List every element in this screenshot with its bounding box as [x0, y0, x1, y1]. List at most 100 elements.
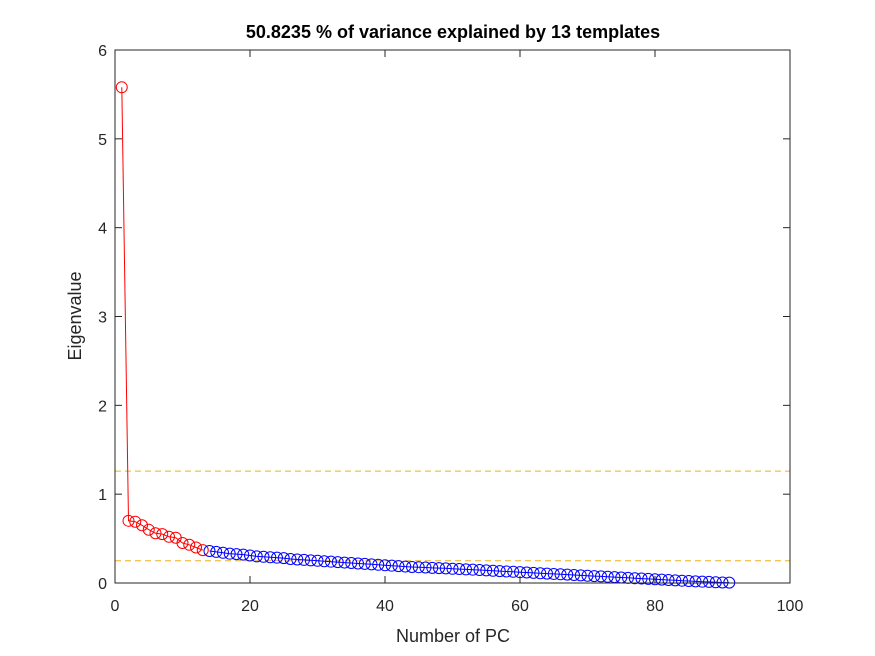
data-point — [237, 548, 250, 561]
data-point — [568, 569, 580, 582]
data-point — [466, 563, 479, 576]
data-point — [223, 547, 236, 560]
data-point — [399, 560, 412, 573]
x-tick-label: 20 — [241, 598, 259, 615]
data-point — [196, 544, 209, 557]
y-tick-label: 0 — [98, 576, 107, 593]
data-point — [655, 573, 668, 586]
data-point — [115, 81, 128, 94]
data-point — [250, 550, 263, 563]
data-point — [439, 562, 452, 575]
y-tick-label: 6 — [98, 43, 107, 60]
y-tick-label: 4 — [98, 221, 107, 238]
y-tick-label: 2 — [98, 398, 107, 415]
data-point — [696, 575, 709, 588]
data-point — [365, 558, 378, 571]
data-point — [426, 561, 439, 574]
y-tick-label: 5 — [98, 132, 107, 149]
x-tick-label: 0 — [111, 598, 120, 615]
data-point — [628, 572, 641, 585]
data-point — [183, 538, 196, 551]
data-point — [527, 566, 540, 579]
series-selected — [115, 81, 209, 557]
data-point — [642, 572, 655, 585]
data-point — [358, 557, 371, 570]
data-point — [406, 561, 418, 574]
data-point — [257, 550, 270, 563]
data-point — [480, 564, 493, 577]
data-point — [163, 530, 175, 543]
y-tick-label: 3 — [98, 310, 107, 327]
data-point — [264, 551, 277, 564]
data-point — [601, 570, 614, 583]
data-point — [541, 567, 553, 580]
x-tick-label: 100 — [777, 598, 804, 615]
data-point — [217, 546, 229, 559]
data-point — [588, 570, 601, 583]
data-point — [271, 551, 283, 564]
data-point — [325, 555, 337, 568]
data-point — [372, 558, 385, 571]
data-point — [446, 562, 459, 575]
data-point — [244, 549, 256, 562]
data-point — [136, 519, 148, 532]
data-point — [554, 568, 567, 581]
data-point — [352, 557, 364, 570]
y-tick-label: 1 — [98, 487, 107, 504]
data-point — [669, 574, 682, 587]
x-tick-label: 80 — [646, 598, 664, 615]
chart-title: 50.8235 % of variance explained by 13 te… — [246, 22, 660, 42]
data-point — [230, 548, 243, 561]
data-point — [392, 560, 405, 573]
data-point — [453, 563, 466, 576]
series-line — [121, 87, 203, 551]
x-tick-label: 40 — [376, 598, 394, 615]
data-point — [534, 567, 547, 580]
data-point — [595, 570, 607, 583]
data-point — [460, 563, 472, 576]
data-point — [190, 541, 202, 554]
data-point — [203, 545, 216, 558]
data-point — [345, 557, 358, 570]
data-point — [304, 554, 317, 567]
data-point — [210, 545, 223, 558]
data-point — [709, 576, 722, 589]
data-point — [662, 573, 675, 586]
data-point — [500, 565, 513, 578]
data-point — [689, 575, 702, 588]
data-point — [338, 556, 351, 569]
data-point — [493, 565, 506, 578]
data-point — [331, 556, 344, 569]
data-point — [379, 559, 391, 572]
data-point — [176, 537, 189, 550]
data-point — [122, 514, 135, 527]
data-point — [433, 562, 445, 575]
data-point — [507, 565, 520, 578]
data-point — [129, 515, 142, 528]
data-point — [547, 567, 560, 580]
data-point — [487, 564, 499, 577]
data-point — [318, 555, 331, 568]
data-point — [311, 554, 324, 567]
x-tick-label: 60 — [511, 598, 529, 615]
data-point — [520, 566, 533, 579]
data-point — [142, 523, 155, 536]
data-point — [649, 573, 661, 586]
data-point — [156, 528, 169, 541]
data-point — [561, 568, 574, 581]
data-point — [703, 575, 715, 588]
data-point — [385, 559, 398, 572]
data-point — [419, 561, 432, 574]
data-point — [298, 553, 310, 566]
plot-area — [115, 50, 790, 583]
series-remaining — [203, 545, 736, 589]
data-point — [716, 576, 729, 589]
data-point — [676, 574, 688, 587]
data-point — [284, 553, 297, 566]
y-axis-label: Eigenvalue — [65, 271, 85, 360]
data-point — [412, 561, 425, 574]
data-point — [682, 575, 695, 588]
data-point — [635, 572, 648, 585]
data-point — [581, 569, 594, 582]
